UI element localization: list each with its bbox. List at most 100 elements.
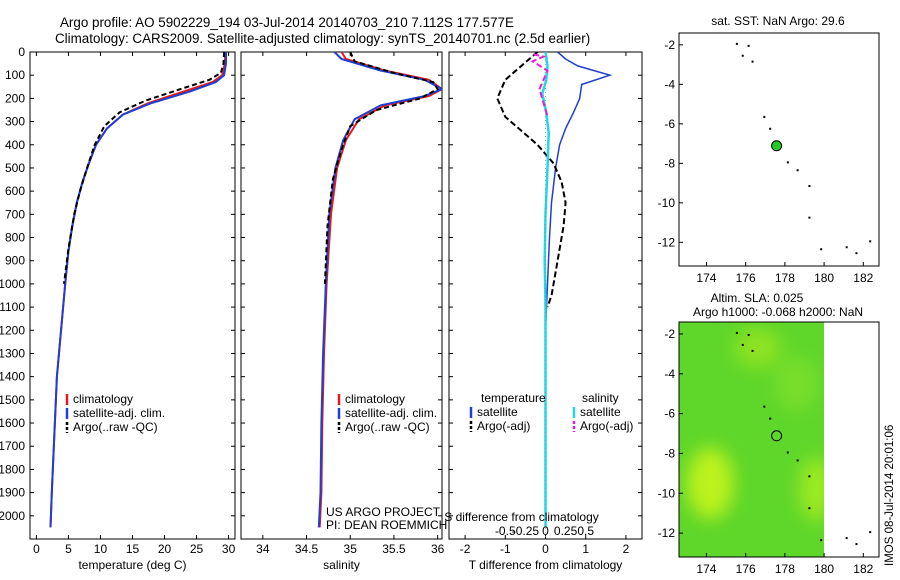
temperature-xtick-label: 5 bbox=[65, 542, 72, 556]
difference-title-bottom: S difference from climatology bbox=[444, 510, 599, 524]
sst_map-island bbox=[741, 54, 744, 57]
sla_map-island bbox=[735, 331, 738, 334]
temperature-ytick-label: 1100 bbox=[0, 300, 25, 314]
sla_map-island bbox=[808, 475, 811, 478]
sla_map-island bbox=[855, 543, 858, 546]
difference-series-s-satellite bbox=[541, 52, 550, 528]
sst_map-ytick-label: -12 bbox=[658, 235, 676, 249]
difference-xtick-label: -1 bbox=[500, 542, 511, 556]
salinity-xtick-label: 35 bbox=[344, 542, 358, 556]
sla_map-xtick-label: 176 bbox=[736, 562, 756, 576]
difference-legend-label: Argo(-adj) bbox=[477, 419, 530, 433]
temperature-ytick-label: 700 bbox=[5, 207, 25, 221]
temperature-ytick-label: 600 bbox=[5, 184, 25, 198]
difference-legend-label: satellite bbox=[477, 405, 518, 419]
sla_map-heat-blobs bbox=[686, 327, 825, 522]
sst_map-island bbox=[796, 169, 799, 172]
salinity-legend-label: satellite-adj. clim. bbox=[345, 406, 437, 420]
sla_map-xtick-label: 178 bbox=[775, 562, 795, 576]
temperature-series-satellite-adj-clim- bbox=[49, 52, 227, 528]
salinity-xtick-label: 35.5 bbox=[382, 542, 406, 556]
sla_map-heat-blob bbox=[798, 457, 825, 522]
sst_map-ytick-label: -2 bbox=[664, 38, 675, 52]
sst_map-xtick-label: 182 bbox=[853, 271, 873, 285]
temperature-ytick-label: 500 bbox=[5, 161, 25, 175]
difference-panel: -2 -1 0 1 2T difference from climatology S di… bbox=[444, 51, 643, 572]
temperature-legend-label: satellite-adj. clim. bbox=[73, 406, 165, 420]
difference-legend-label: satellite bbox=[580, 405, 621, 419]
temperature-ytick-label: 1700 bbox=[0, 439, 25, 453]
sst_map-xtick-label: 178 bbox=[775, 271, 795, 285]
header-line-1: Argo profile: AO 5902229_194 03-Jul-2014… bbox=[60, 15, 514, 30]
temperature-series-argo-raw-qc- bbox=[63, 52, 226, 285]
sst-map-title: sat. SST: NaN Argo: 29.6 bbox=[711, 14, 845, 28]
sst_map-xtick-label: 176 bbox=[736, 271, 756, 285]
temperature-xtick-label: 20 bbox=[158, 542, 172, 556]
temperature-ytick-label: 400 bbox=[5, 138, 25, 152]
sla_map-ytick-label: -8 bbox=[664, 446, 675, 460]
sst_map-argo-marker bbox=[771, 140, 783, 152]
sla_map-island bbox=[869, 531, 872, 534]
sla_map-island bbox=[808, 507, 811, 510]
sla_map-frame bbox=[678, 321, 880, 558]
sst_map-island bbox=[769, 127, 772, 130]
sla_map-heat bbox=[679, 322, 825, 557]
salinity-series-argo-raw-qc- bbox=[323, 52, 440, 284]
sst_map-ytick-label: -8 bbox=[664, 156, 675, 170]
sst_map-xtick-label: 180 bbox=[814, 271, 834, 285]
sst_map-frame bbox=[678, 32, 880, 267]
temperature-ytick-label: 1600 bbox=[0, 416, 25, 430]
temperature-legend-label: climatology bbox=[73, 392, 133, 406]
temperature-ytick-label: 300 bbox=[5, 115, 25, 129]
salinity-xtick-label: 34 bbox=[256, 542, 270, 556]
sla-map-title-1: Altim. SLA: 0.025 bbox=[711, 291, 804, 305]
sst_map-island bbox=[845, 246, 848, 249]
sla_map-heat-blob bbox=[733, 327, 781, 368]
sst_map-island bbox=[751, 60, 754, 63]
temperature-ytick-label: 1400 bbox=[0, 370, 25, 384]
sst_map-xtick-label: 174 bbox=[696, 271, 716, 285]
temperature-ytick-label: 2000 bbox=[0, 509, 25, 523]
sst_map-island bbox=[855, 252, 858, 255]
difference-legend-header-temperature: temperature bbox=[481, 391, 546, 405]
temperature-ytick-label: 1000 bbox=[0, 277, 25, 291]
temperature-xtick-label: 0 bbox=[33, 542, 40, 556]
difference-legend-label: Argo(-adj) bbox=[580, 419, 633, 433]
sst_map-island bbox=[869, 240, 872, 243]
difference-xtick-label: 0 bbox=[542, 542, 549, 556]
sst_map-island bbox=[747, 44, 750, 47]
sst_map-island bbox=[763, 115, 766, 118]
sla_map-ytick-label: -12 bbox=[658, 526, 676, 540]
difference-legend-header-salinity: salinity bbox=[582, 391, 619, 405]
temperature-panel: 0 5 10 15 20 25 30 temperature (deg C) 0 100 200 30… bbox=[0, 45, 236, 572]
difference-stick-label: -0.25 bbox=[512, 524, 540, 538]
temperature-ytick-label: 1800 bbox=[0, 462, 25, 476]
sla_map-xtick-label: 174 bbox=[696, 562, 716, 576]
salinity-legend-label: climatology bbox=[345, 392, 405, 406]
sla_map-ytick-label: -10 bbox=[658, 486, 676, 500]
salinity-xtick-label: 36 bbox=[431, 542, 445, 556]
sst_map-ytick-label: -6 bbox=[664, 117, 675, 131]
temperature-ytick-label: 1900 bbox=[0, 486, 25, 500]
imos-stamp: IMOS 08-Jul-2014 20:01:06 bbox=[884, 425, 896, 566]
sst_map-ytick-label: -10 bbox=[658, 196, 676, 210]
sla_map-xtick-label: 182 bbox=[853, 562, 873, 576]
sla_map-island bbox=[747, 333, 750, 336]
sla_map-island bbox=[769, 417, 772, 420]
temperature-ytick-label: 1200 bbox=[0, 323, 25, 337]
project-line-1: US ARGO PROJECT bbox=[326, 505, 441, 519]
sla_map-ytick-label: -6 bbox=[664, 407, 675, 421]
sla-map-panel: 174 176 178 180 182 -2 -4 -6 -8 -10 -12 Altim. SLA:… bbox=[658, 291, 880, 576]
temperature-ytick-label: 900 bbox=[5, 254, 25, 268]
sla_map-island bbox=[820, 539, 823, 542]
temperature-ytick-label: 1300 bbox=[0, 346, 25, 360]
temperature-ytick-label: 100 bbox=[5, 68, 25, 82]
temperature-xlabel: temperature (deg C) bbox=[78, 558, 186, 572]
header-line-2: Climatology: CARS2009. Satellite-adjuste… bbox=[55, 31, 590, 46]
project-line-2: PI: DEAN ROEMMICH bbox=[326, 518, 447, 532]
sla_map-island bbox=[796, 459, 799, 462]
salinity-legend-label: Argo(..raw -QC) bbox=[345, 420, 430, 434]
sla_map-ytick-label: -2 bbox=[664, 327, 675, 341]
temperature-ytick-label: 200 bbox=[5, 91, 25, 105]
sla_map-island bbox=[741, 343, 744, 346]
